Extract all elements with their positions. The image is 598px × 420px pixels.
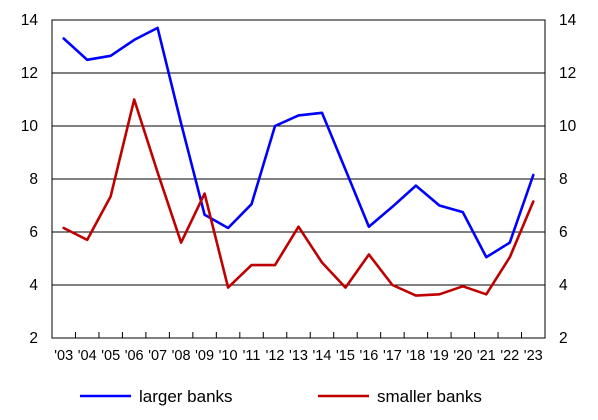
- y-axis-left-ticks: 2 4 6 8 10 12 14: [21, 12, 39, 347]
- legend: larger banks smaller banks: [80, 387, 482, 406]
- x-tick-label: '03: [54, 348, 73, 364]
- x-tick-label: '20: [453, 348, 472, 364]
- legend-label: smaller banks: [377, 387, 482, 406]
- series-line-smaller-banks: [62, 98, 535, 297]
- x-tick-label: '16: [359, 348, 378, 364]
- y-tick-label-right: 14: [559, 12, 577, 29]
- x-axis-ticks: '03'04'05'06'07'08'09'10'11'12'13'14'15 '…: [54, 332, 543, 364]
- y-tick-label-left: 6: [29, 224, 38, 241]
- x-tick-label: '05: [101, 348, 120, 364]
- plot-frame: [51, 19, 546, 339]
- y-tick-label-left: 12: [21, 65, 38, 82]
- series-line-larger-banks: [62, 26, 535, 259]
- y-tick-label-left: 10: [21, 118, 39, 135]
- x-tick-label: '13: [289, 348, 308, 364]
- x-tick-label: '06: [125, 348, 144, 364]
- x-tick-label: '04: [78, 348, 97, 364]
- x-tick-label: '09: [195, 348, 214, 364]
- y-tick-label-right: 2: [559, 330, 568, 347]
- x-tick-label: '17: [383, 348, 402, 364]
- x-tick-label: '10: [219, 348, 238, 364]
- y-tick-label-left: 8: [29, 171, 38, 188]
- y-tick-label-right: 4: [559, 277, 568, 294]
- x-tick-label: '08: [172, 348, 191, 364]
- x-tick-label: '18: [406, 348, 425, 364]
- y-tick-label-right: 6: [559, 224, 568, 241]
- legend-label: larger banks: [139, 387, 233, 406]
- x-tick-label: '15: [336, 348, 355, 364]
- x-tick-label: '21: [477, 348, 496, 364]
- x-tick-label: '14: [313, 348, 332, 364]
- y-tick-label-right: 8: [559, 171, 568, 188]
- series-lines: [62, 26, 535, 297]
- y-tick-label-left: 2: [29, 330, 38, 347]
- x-tick-label: '23: [524, 348, 543, 364]
- y-tick-label-left: 4: [29, 277, 38, 294]
- y-tick-label-right: 12: [559, 65, 576, 82]
- x-tick-label: '11: [243, 348, 261, 364]
- y-tick-label-left: 14: [21, 12, 39, 29]
- x-tick-label: '19: [430, 348, 449, 364]
- x-tick-label: '07: [148, 348, 167, 364]
- y-axis-right-ticks: 2 4 6 8 10 12 14: [559, 12, 577, 347]
- y-tick-label-right: 10: [559, 118, 577, 135]
- x-tick-label: '22: [500, 348, 519, 364]
- x-tick-label: '12: [266, 348, 285, 364]
